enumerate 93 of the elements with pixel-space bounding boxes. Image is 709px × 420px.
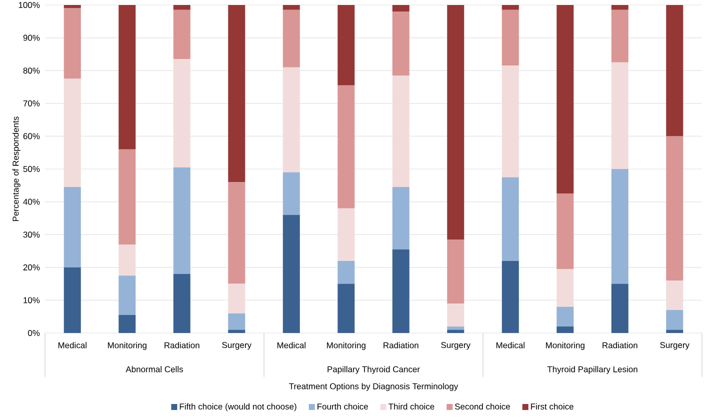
- bar: [173, 59, 190, 168]
- legend-label: Third choice: [388, 403, 434, 410]
- bar: [282, 214, 300, 333]
- bar: [64, 4, 81, 8]
- legend-label: Second choice: [454, 403, 510, 410]
- legend-label: First choice: [531, 403, 574, 410]
- bar: [392, 4, 410, 12]
- bar: [338, 284, 355, 333]
- text: Abnormal Cells: [126, 366, 183, 372]
- bar: [502, 260, 519, 333]
- bar: [666, 4, 684, 136]
- y-tick-label: 50%: [23, 166, 40, 172]
- bar: [447, 240, 464, 304]
- bar: [666, 330, 684, 333]
- y-tick-label: 100%: [18, 2, 40, 8]
- bar: [173, 4, 190, 10]
- bar: [228, 284, 246, 314]
- bar: [502, 4, 519, 10]
- bar: [502, 66, 519, 178]
- bar: [556, 306, 574, 326]
- bar: [611, 10, 628, 62]
- x-tick-label: Monitoring: [326, 342, 366, 350]
- x-tick-label: Radiation: [602, 342, 638, 348]
- x-tick-label: Radiation: [164, 342, 200, 348]
- legend-label: Fourth choice: [318, 403, 368, 410]
- bar: [118, 276, 136, 315]
- bar: [64, 187, 81, 268]
- bar: [502, 177, 519, 261]
- bar: [611, 4, 628, 10]
- bar: [64, 267, 81, 333]
- bar: [392, 76, 410, 188]
- bar: [173, 167, 190, 274]
- bar: [282, 172, 300, 215]
- x-tick-label: Medical: [58, 342, 86, 348]
- x-tick-label: Surgery: [660, 342, 690, 350]
- y-tick-label: 30%: [23, 232, 40, 238]
- bar: [338, 85, 355, 208]
- y-tick-label: 90%: [23, 34, 40, 41]
- y-tick-label: 10%: [24, 297, 40, 304]
- x-tick-label: Radiation: [384, 342, 418, 348]
- y-tick-label: 20%: [23, 264, 40, 270]
- bar: [64, 78, 81, 188]
- bar: [611, 168, 628, 284]
- y-tick-label: 40%: [23, 198, 40, 205]
- bar: [282, 10, 300, 68]
- bar: [118, 4, 136, 150]
- bar: [447, 326, 464, 330]
- text: Papillary Thyroid Cancer: [328, 366, 420, 374]
- bar: [611, 284, 628, 333]
- y-tick-label: 60%: [23, 133, 40, 140]
- bar: [118, 149, 136, 244]
- y-axis-title: Percentage of Respondents: [12, 116, 20, 221]
- bar: [282, 67, 300, 172]
- bar: [338, 260, 355, 284]
- bar: [611, 62, 628, 169]
- bar: [338, 4, 355, 86]
- bar: [392, 187, 410, 250]
- y-tick-label: 70%: [23, 100, 40, 106]
- bar: [447, 4, 464, 240]
- legend-label: Fifth choice (would not choose): [180, 403, 296, 412]
- bar: [666, 280, 684, 310]
- x-tick-label: Monitoring: [546, 342, 584, 350]
- bar: [64, 8, 81, 79]
- bar: [447, 303, 464, 326]
- bar: [392, 12, 410, 76]
- bar: [228, 182, 246, 284]
- text: Thyroid Papillary Lesion: [547, 366, 638, 374]
- bar: [173, 10, 190, 60]
- bar: [556, 269, 574, 307]
- bar: [338, 208, 355, 261]
- bar: [666, 136, 684, 281]
- x-tick-label: Monitoring: [108, 342, 146, 350]
- bar: [228, 313, 246, 330]
- bar: [556, 4, 574, 194]
- bar: [228, 4, 246, 182]
- x-tick-label: Medical: [496, 342, 524, 348]
- bar: [228, 330, 246, 333]
- bar: [447, 330, 464, 333]
- bar: [118, 314, 136, 333]
- y-tick-label: 80%: [23, 68, 40, 74]
- bar: [502, 10, 519, 66]
- bar: [173, 274, 190, 333]
- bar: [118, 244, 136, 276]
- bar: [666, 310, 684, 330]
- x-axis-title: Treatment Options by Diagnosis Terminology: [289, 383, 458, 391]
- x-tick-label: Medical: [277, 342, 306, 348]
- x-tick-label: Surgery: [222, 342, 252, 350]
- y-tick-label: 0%: [28, 330, 40, 336]
- bar: [556, 194, 574, 270]
- bar: [556, 326, 574, 333]
- bar: [392, 249, 410, 333]
- x-tick-label: Surgery: [441, 342, 470, 350]
- bar: [282, 4, 300, 10]
